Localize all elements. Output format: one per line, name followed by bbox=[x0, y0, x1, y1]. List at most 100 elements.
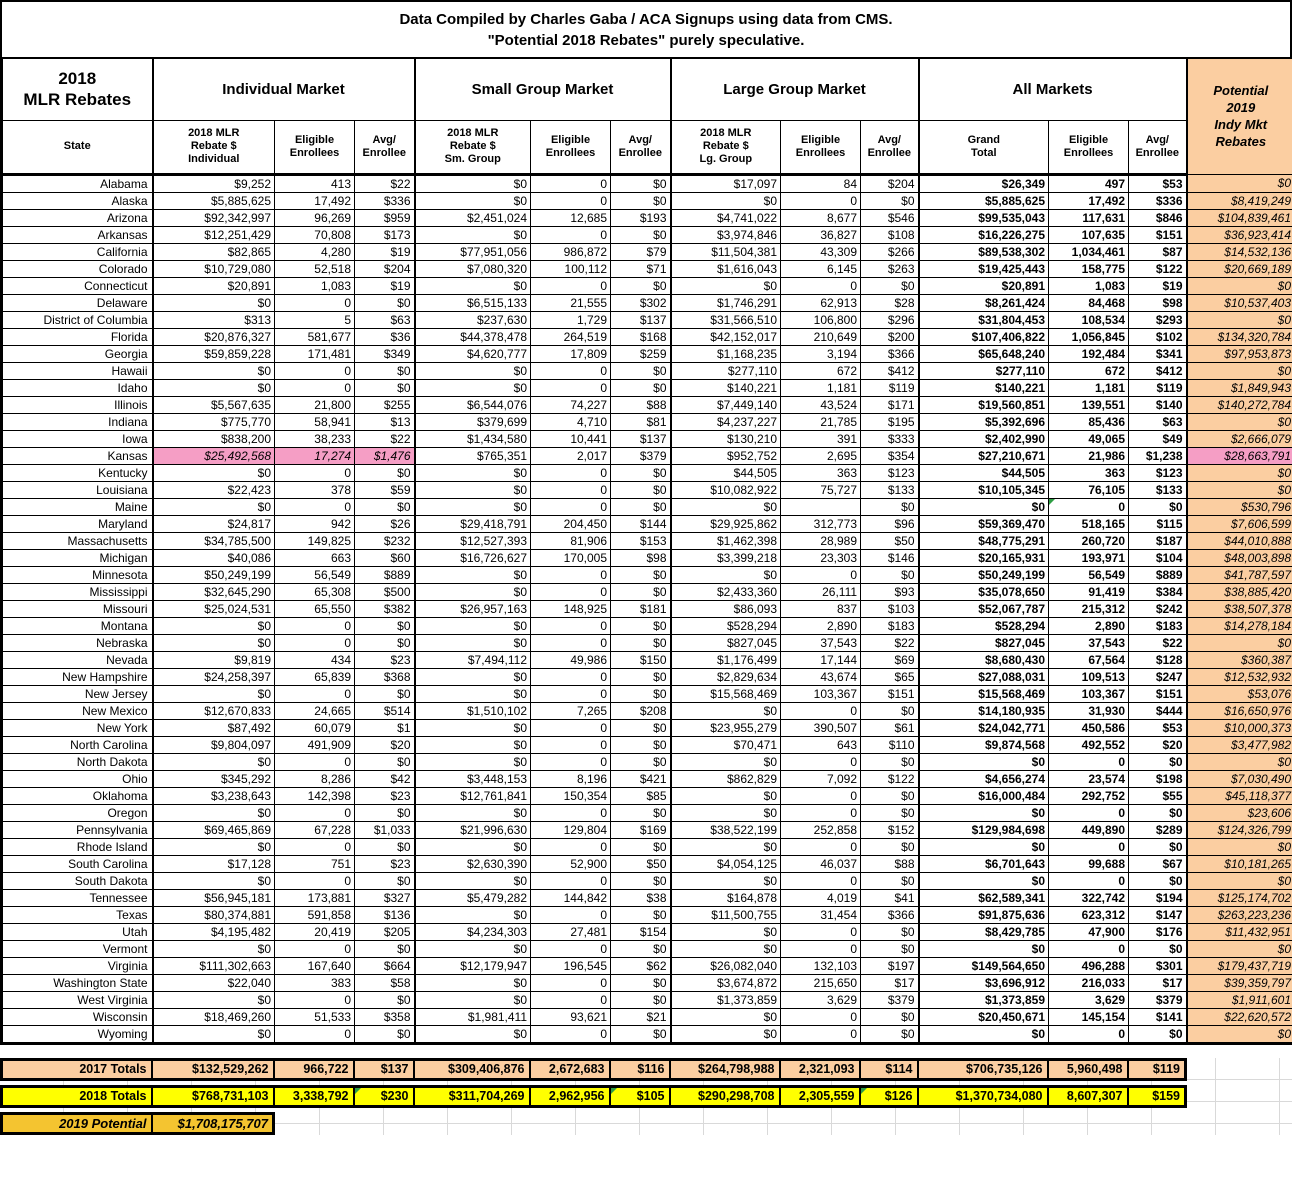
state-label: Hawaii bbox=[2, 361, 154, 380]
cell: $366 bbox=[860, 905, 920, 924]
cell: $2,433,360 bbox=[670, 582, 782, 601]
cell: $18,469,260 bbox=[152, 1007, 275, 1026]
cell: $0 bbox=[860, 871, 920, 890]
cell: 27,481 bbox=[530, 922, 612, 941]
cell: $0 bbox=[152, 378, 275, 397]
table-row: Texas $80,374,881 591,858 $136 $0 0 $0 $11,500,… bbox=[2, 905, 1292, 924]
cell: $137 bbox=[610, 310, 672, 329]
state-label: West Virginia bbox=[2, 990, 154, 1009]
cell: 1,034,461 bbox=[1048, 242, 1130, 261]
cell: 1,181 bbox=[780, 378, 862, 397]
cell: 942 bbox=[274, 514, 355, 533]
cell: $97,953,873 bbox=[1186, 344, 1292, 363]
table-row: North Carolina $9,804,097 491,909 $20 $0 0 $0 $… bbox=[2, 735, 1292, 754]
cell: $293 bbox=[1128, 310, 1188, 329]
cell: 210,649 bbox=[780, 327, 862, 346]
cell: 0 bbox=[274, 633, 355, 652]
cell: $23 bbox=[353, 786, 416, 805]
table-row: North Dakota $0 0 $0 $0 0 $0 $0 0 $0 $0 0 $0 $0 bbox=[2, 752, 1292, 771]
cell: $6,544,076 bbox=[414, 395, 532, 414]
col-header: Eligible Enrollees bbox=[1048, 119, 1130, 176]
totals-cell: $264,798,988 bbox=[668, 1058, 781, 1080]
cell: 0 bbox=[780, 191, 862, 210]
cell: $0 bbox=[610, 939, 672, 958]
cell: $232 bbox=[353, 531, 416, 550]
table-row: Montana $0 0 $0 $0 0 $0 $528,294 2,890 $183 $528,2… bbox=[2, 616, 1292, 635]
cell: $0 bbox=[414, 871, 532, 890]
cell: 391 bbox=[780, 429, 862, 448]
title-line-2: "Potential 2018 Rebates" purely speculat… bbox=[487, 32, 805, 49]
cell: 591,858 bbox=[274, 905, 355, 924]
cell: $0 bbox=[414, 752, 532, 771]
cell: 192,484 bbox=[1048, 344, 1130, 363]
state-label: California bbox=[2, 242, 154, 261]
cell: $23 bbox=[353, 650, 416, 669]
cell: $6,701,643 bbox=[918, 854, 1050, 873]
state-label: Idaho bbox=[2, 378, 154, 397]
cell: 109,513 bbox=[1048, 667, 1130, 686]
cell: $153 bbox=[610, 531, 672, 550]
title-line-1: Data Compiled by Charles Gaba / ACA Sign… bbox=[399, 11, 893, 28]
cell: $0 bbox=[610, 905, 672, 924]
totals-cell: 2,672,683 bbox=[528, 1058, 611, 1080]
cell: $8,419,249 bbox=[1186, 191, 1292, 210]
cell: $514 bbox=[353, 701, 416, 720]
cell: $0 bbox=[860, 1007, 920, 1026]
cell: $151 bbox=[1128, 684, 1188, 703]
cell: $80,374,881 bbox=[152, 905, 275, 924]
cell: $7,494,112 bbox=[414, 650, 532, 669]
cell: $0 bbox=[1186, 463, 1292, 482]
cell: 0 bbox=[274, 684, 355, 703]
cell: $379 bbox=[1128, 990, 1188, 1009]
cell: 450,586 bbox=[1048, 718, 1130, 737]
cell: $22 bbox=[1128, 633, 1188, 652]
table-frame: Data Compiled by Charles Gaba / ACA Sign… bbox=[0, 0, 1292, 1045]
cell: 5 bbox=[274, 310, 355, 329]
cell: $2,402,990 bbox=[918, 429, 1050, 448]
cell: $98 bbox=[1128, 293, 1188, 312]
cell: 24,665 bbox=[274, 701, 355, 720]
cell: $152 bbox=[860, 820, 920, 839]
table-body: Alabama $9,252 413 $22 $0 0 $0 $17,097 84 $204 $26… bbox=[2, 173, 1292, 1043]
cell: $149,564,650 bbox=[918, 956, 1050, 975]
cell: $44,505 bbox=[918, 463, 1050, 482]
cell: $3,399,218 bbox=[670, 548, 782, 567]
col-header: Avg/ Enrollee bbox=[610, 119, 672, 176]
cell: $103 bbox=[860, 599, 920, 618]
cell: $412 bbox=[1128, 361, 1188, 380]
cell: $7,080,320 bbox=[414, 259, 532, 278]
cell: 0 bbox=[274, 378, 355, 397]
totals-cell: $116 bbox=[608, 1058, 671, 1080]
table-row: Connecticut $20,891 1,083 $19 $0 0 $0 $0 0 $0 $20,… bbox=[2, 276, 1292, 295]
cell: $0 bbox=[670, 752, 782, 771]
cell: $151 bbox=[860, 684, 920, 703]
state-label: North Dakota bbox=[2, 752, 154, 771]
cell: $379 bbox=[860, 990, 920, 1009]
cell: 67,228 bbox=[274, 820, 355, 839]
cell: 60,079 bbox=[274, 718, 355, 737]
cell: $10,105,345 bbox=[918, 480, 1050, 499]
cell: $0 bbox=[152, 803, 275, 822]
state-label: Alaska bbox=[2, 191, 154, 210]
cell: $0 bbox=[414, 191, 532, 210]
table-row: New Mexico $12,670,833 24,665 $514 $1,510,10… bbox=[2, 701, 1292, 720]
cell: $827,045 bbox=[670, 633, 782, 652]
cell: 36,827 bbox=[780, 225, 862, 244]
cell: 20,419 bbox=[274, 922, 355, 941]
cell: $0 bbox=[610, 871, 672, 890]
cell: 751 bbox=[274, 854, 355, 873]
cell: $14,532,136 bbox=[1186, 242, 1292, 261]
cell: 65,308 bbox=[274, 582, 355, 601]
cell: 17,144 bbox=[780, 650, 862, 669]
cell: $1,168,235 bbox=[670, 344, 782, 363]
cell: 2,890 bbox=[780, 616, 862, 635]
cell: 49,986 bbox=[530, 650, 612, 669]
cell: $412 bbox=[860, 361, 920, 380]
cell: $0 bbox=[152, 752, 275, 771]
cell: $26 bbox=[353, 514, 416, 533]
table-row: Wisconsin $18,469,260 51,533 $358 $1,981,411… bbox=[2, 1007, 1292, 1026]
cell: $959 bbox=[353, 208, 416, 227]
cell: $195 bbox=[860, 412, 920, 431]
cell: 0 bbox=[274, 837, 355, 856]
cell: 581,677 bbox=[274, 327, 355, 346]
